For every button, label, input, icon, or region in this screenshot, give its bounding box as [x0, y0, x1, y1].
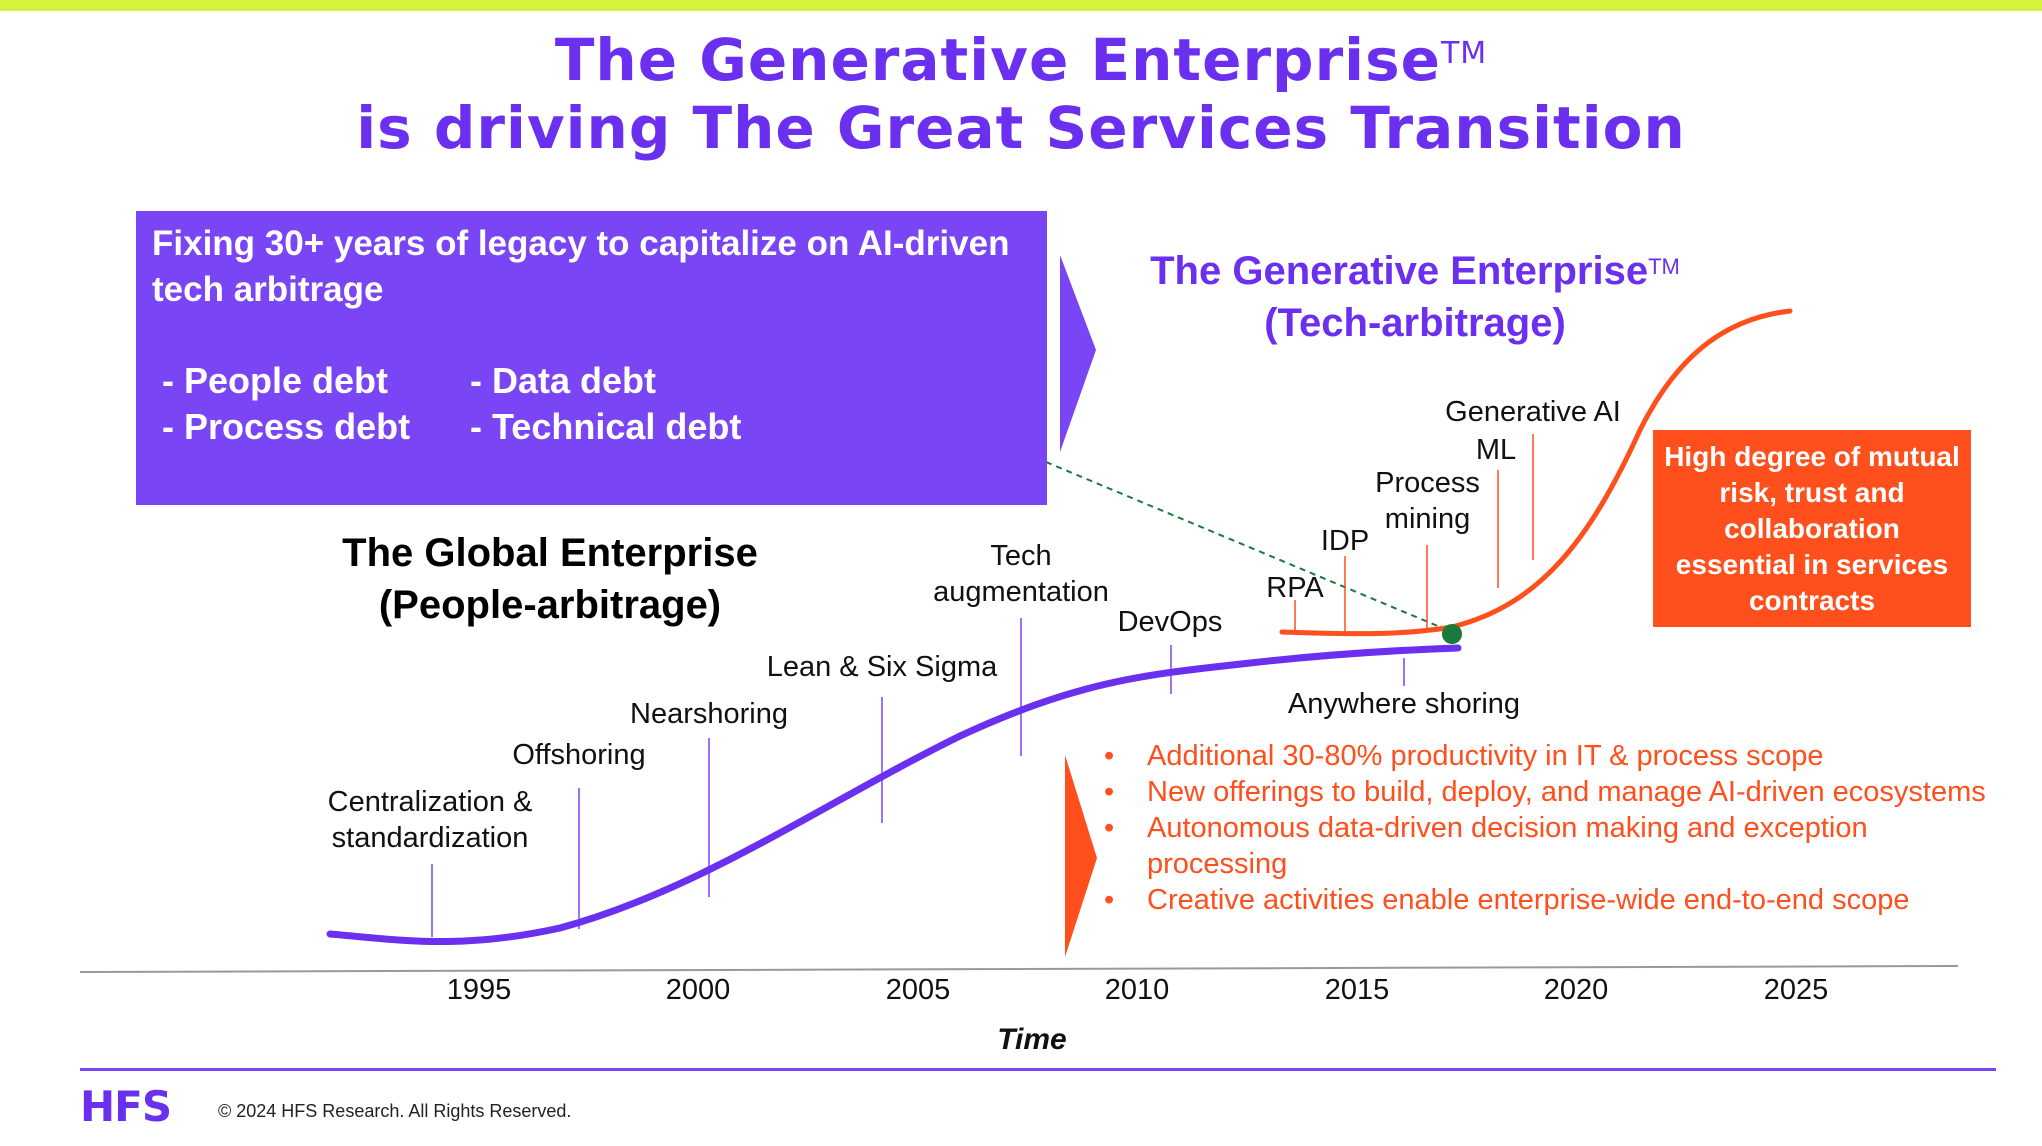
axis-year-2020: 2020	[1543, 974, 1609, 1006]
purple-arrow-shape	[1060, 255, 1096, 452]
slide-title-line1: The Generative EnterpriseTM	[554, 26, 1488, 94]
list-item: • New offerings to build, deploy, and man…	[1104, 776, 1986, 808]
milestone-rpa: RPA	[1266, 572, 1324, 604]
milestone-ml: ML	[1475, 434, 1517, 466]
milestone-offshoring: Offshoring	[512, 739, 646, 771]
global-enterprise-title: The Global Enterprise (People-arbitrage)	[342, 531, 758, 627]
axis-year-2000: 2000	[665, 974, 731, 1006]
milestone-lean-six-sigma: Lean & Six Sigma	[766, 651, 998, 683]
list-item: • Autonomous data-driven decision making …	[1104, 812, 1868, 880]
axis-label-time: Time	[997, 1023, 1067, 1056]
axis-year-2015: 2015	[1324, 974, 1390, 1006]
legacy-debt-box: Fixing 30+ years of legacy to capitalize…	[136, 211, 1047, 505]
hfs-logo: HFS	[80, 1082, 172, 1131]
dashed-connector	[1045, 461, 1453, 633]
risk-callout-box: High degree of mutual risk, trust and co…	[1653, 430, 1971, 627]
junction-dot	[1442, 624, 1462, 644]
legacy-heading: Fixing 30+ years of legacy to capitalize…	[152, 224, 1010, 309]
axis-year-2010: 2010	[1104, 974, 1170, 1006]
time-axis-line	[79, 965, 1959, 973]
generative-enterprise-title: The Generative EnterpriseTM (Tech-arbitr…	[1150, 249, 1680, 345]
debt-item: - Data debt	[470, 360, 657, 401]
copyright-text: © 2024 HFS Research. All Rights Reserved…	[218, 1101, 572, 1121]
milestone-anywhere-shoring: Anywhere shoring	[1287, 688, 1521, 720]
orange-arrow-shape	[1065, 755, 1097, 957]
milestone-centralization: Centralization & standardization	[327, 786, 533, 854]
milestone-nearshoring: Nearshoring	[630, 698, 788, 730]
slide-title-line2: is driving The Great Services Transition	[356, 94, 1686, 162]
milestone-tech-augmentation: Tech augmentation	[933, 540, 1109, 608]
debt-item: - Process debt	[162, 406, 411, 447]
debt-item: - People debt	[162, 360, 389, 401]
axis-year-2005: 2005	[885, 974, 951, 1006]
list-item: • Creative activities enable enterprise-w…	[1104, 884, 1910, 916]
global-enterprise-curve	[326, 644, 1462, 946]
milestone-generative-ai: Generative AI	[1445, 396, 1621, 428]
generative-enterprise-curve	[1279, 308, 1793, 637]
milestone-process-mining: Process mining	[1375, 467, 1480, 535]
footer-divider	[80, 1068, 1996, 1071]
milestone-idp: IDP	[1320, 525, 1370, 557]
milestone-devops: DevOps	[1117, 606, 1223, 638]
axis-year-1995: 1995	[446, 974, 512, 1006]
list-item: • Additional 30-80% productivity in IT & …	[1104, 740, 1824, 772]
risk-callout-text: High degree of mutual risk, trust and co…	[1664, 440, 1960, 616]
outcomes-list: • Additional 30-80% productivity in IT & …	[1102, 738, 2002, 918]
axis-year-2025: 2025	[1763, 974, 1829, 1006]
top-accent-bar	[0, 0, 2042, 11]
debt-item: - Technical debt	[470, 406, 742, 447]
